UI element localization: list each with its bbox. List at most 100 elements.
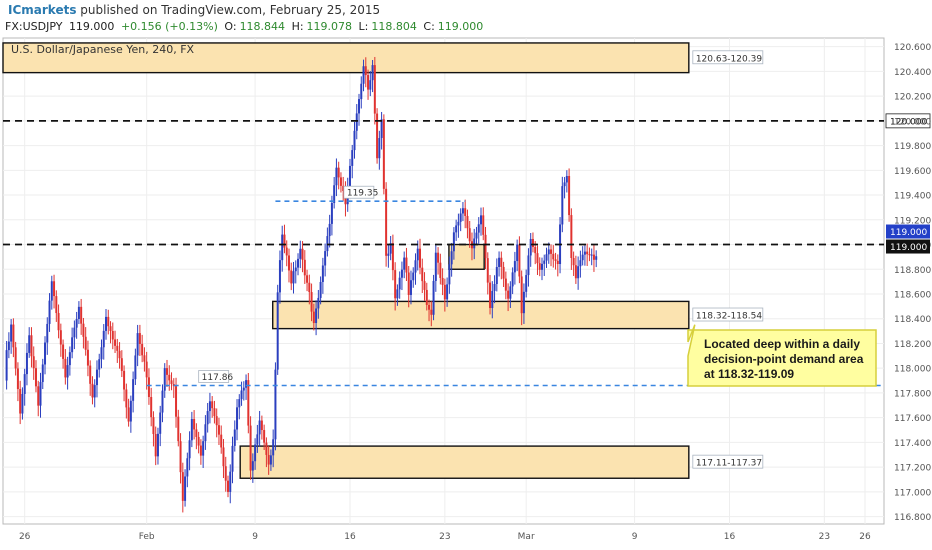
candle-body — [100, 347, 103, 360]
candle-body — [199, 445, 202, 456]
y-tick-label: 118.000 — [894, 365, 931, 375]
candle-body — [335, 167, 338, 186]
candle-body — [504, 278, 507, 291]
candle-body — [102, 330, 105, 348]
candle-body — [181, 472, 184, 501]
zone-label: 118.32-118.54 — [696, 312, 763, 322]
candle-body — [71, 337, 74, 353]
candle-body — [529, 238, 532, 256]
candle-body — [527, 255, 530, 276]
candle-body — [256, 434, 259, 445]
x-tick-label: 9 — [252, 532, 258, 542]
candle-body — [556, 260, 559, 265]
candle-body — [407, 272, 410, 295]
candle-body — [398, 277, 401, 290]
candle-body — [231, 445, 234, 472]
candle-body — [190, 419, 193, 441]
zone-label-box — [692, 454, 764, 469]
candle-body — [152, 417, 155, 435]
candle-body — [452, 232, 455, 252]
candle-body — [197, 436, 200, 446]
candle-body — [177, 416, 180, 442]
candle-body — [28, 335, 31, 353]
candle-body — [141, 343, 144, 356]
candle-body — [432, 280, 435, 315]
candle-body — [516, 244, 519, 262]
candle-body — [486, 258, 489, 283]
candle-body — [150, 397, 153, 418]
y-tick-label: 118.200 — [894, 340, 931, 350]
low-label: L: — [358, 20, 369, 33]
candle-body — [367, 75, 370, 90]
candle-body — [14, 347, 17, 369]
zone-label-box — [692, 307, 764, 322]
candle-body — [317, 297, 320, 309]
candle-body — [75, 319, 78, 328]
y-tick-label: 117.000 — [894, 488, 931, 498]
symbol-label[interactable]: FX:USDJPY — [5, 20, 63, 33]
candle-body — [536, 253, 539, 264]
candle-body — [595, 256, 598, 260]
candle-body — [513, 261, 516, 273]
candle-body — [25, 352, 28, 375]
candle-body — [326, 236, 329, 252]
annotation-text: Located deep within a daily — [704, 337, 860, 351]
candle-body — [577, 266, 580, 279]
candle-body — [355, 113, 358, 131]
candle-body — [265, 442, 268, 455]
candle-body — [376, 113, 379, 159]
high-value: 119.078 — [306, 20, 353, 33]
candle-body — [229, 471, 232, 492]
candle-body — [394, 270, 397, 299]
candle-body — [586, 251, 589, 255]
candle-body — [500, 257, 503, 267]
candle-body — [543, 260, 546, 264]
annotation-text: decision-point demand area — [704, 352, 864, 366]
candle-body — [380, 119, 383, 139]
candle-body — [502, 266, 505, 279]
candle-body — [434, 252, 437, 281]
candle-body — [41, 364, 44, 383]
candle-body — [287, 255, 290, 271]
y-tick-label: 120.000 — [894, 117, 931, 127]
candle-body — [202, 441, 205, 456]
candle-body — [362, 66, 365, 84]
candle-body — [443, 284, 446, 300]
candle-body — [339, 177, 342, 186]
candle-body — [32, 356, 35, 369]
candle-body — [315, 308, 318, 323]
candle-body — [48, 300, 51, 324]
publish-line: ICmarkets published on TradingView.com, … — [8, 3, 380, 17]
price-tag-box-dark — [886, 239, 930, 254]
candle-body — [430, 309, 433, 315]
y-tick-label: 120.400 — [894, 68, 931, 78]
candle-body — [509, 286, 512, 299]
candle-body — [428, 304, 431, 310]
candle-body — [592, 254, 595, 260]
zone-label-box — [692, 50, 764, 65]
candle-body — [303, 259, 306, 276]
candle-body — [77, 306, 80, 320]
y-tick-label: 119.600 — [894, 167, 931, 177]
author-link[interactable]: ICmarkets — [8, 3, 77, 17]
candle-body — [44, 342, 47, 365]
candle-body — [484, 234, 487, 259]
candle-body — [59, 330, 62, 345]
candle-body — [166, 368, 169, 375]
candle-body — [450, 251, 453, 265]
candle-body — [590, 254, 593, 256]
candle-body — [254, 444, 257, 462]
annotation-text: at 118.32-119.09 — [704, 367, 794, 381]
candle-body — [588, 254, 591, 256]
chart-header: ICmarkets published on TradingView.com, … — [0, 0, 932, 38]
candle-body — [147, 377, 150, 398]
candle-body — [550, 249, 553, 254]
candle-body — [464, 208, 467, 216]
candle-body — [80, 306, 83, 324]
candle-body — [220, 434, 223, 448]
candle-body — [468, 228, 471, 242]
candle-body — [579, 260, 582, 267]
candle-body — [348, 165, 351, 187]
candle-body — [342, 185, 345, 192]
